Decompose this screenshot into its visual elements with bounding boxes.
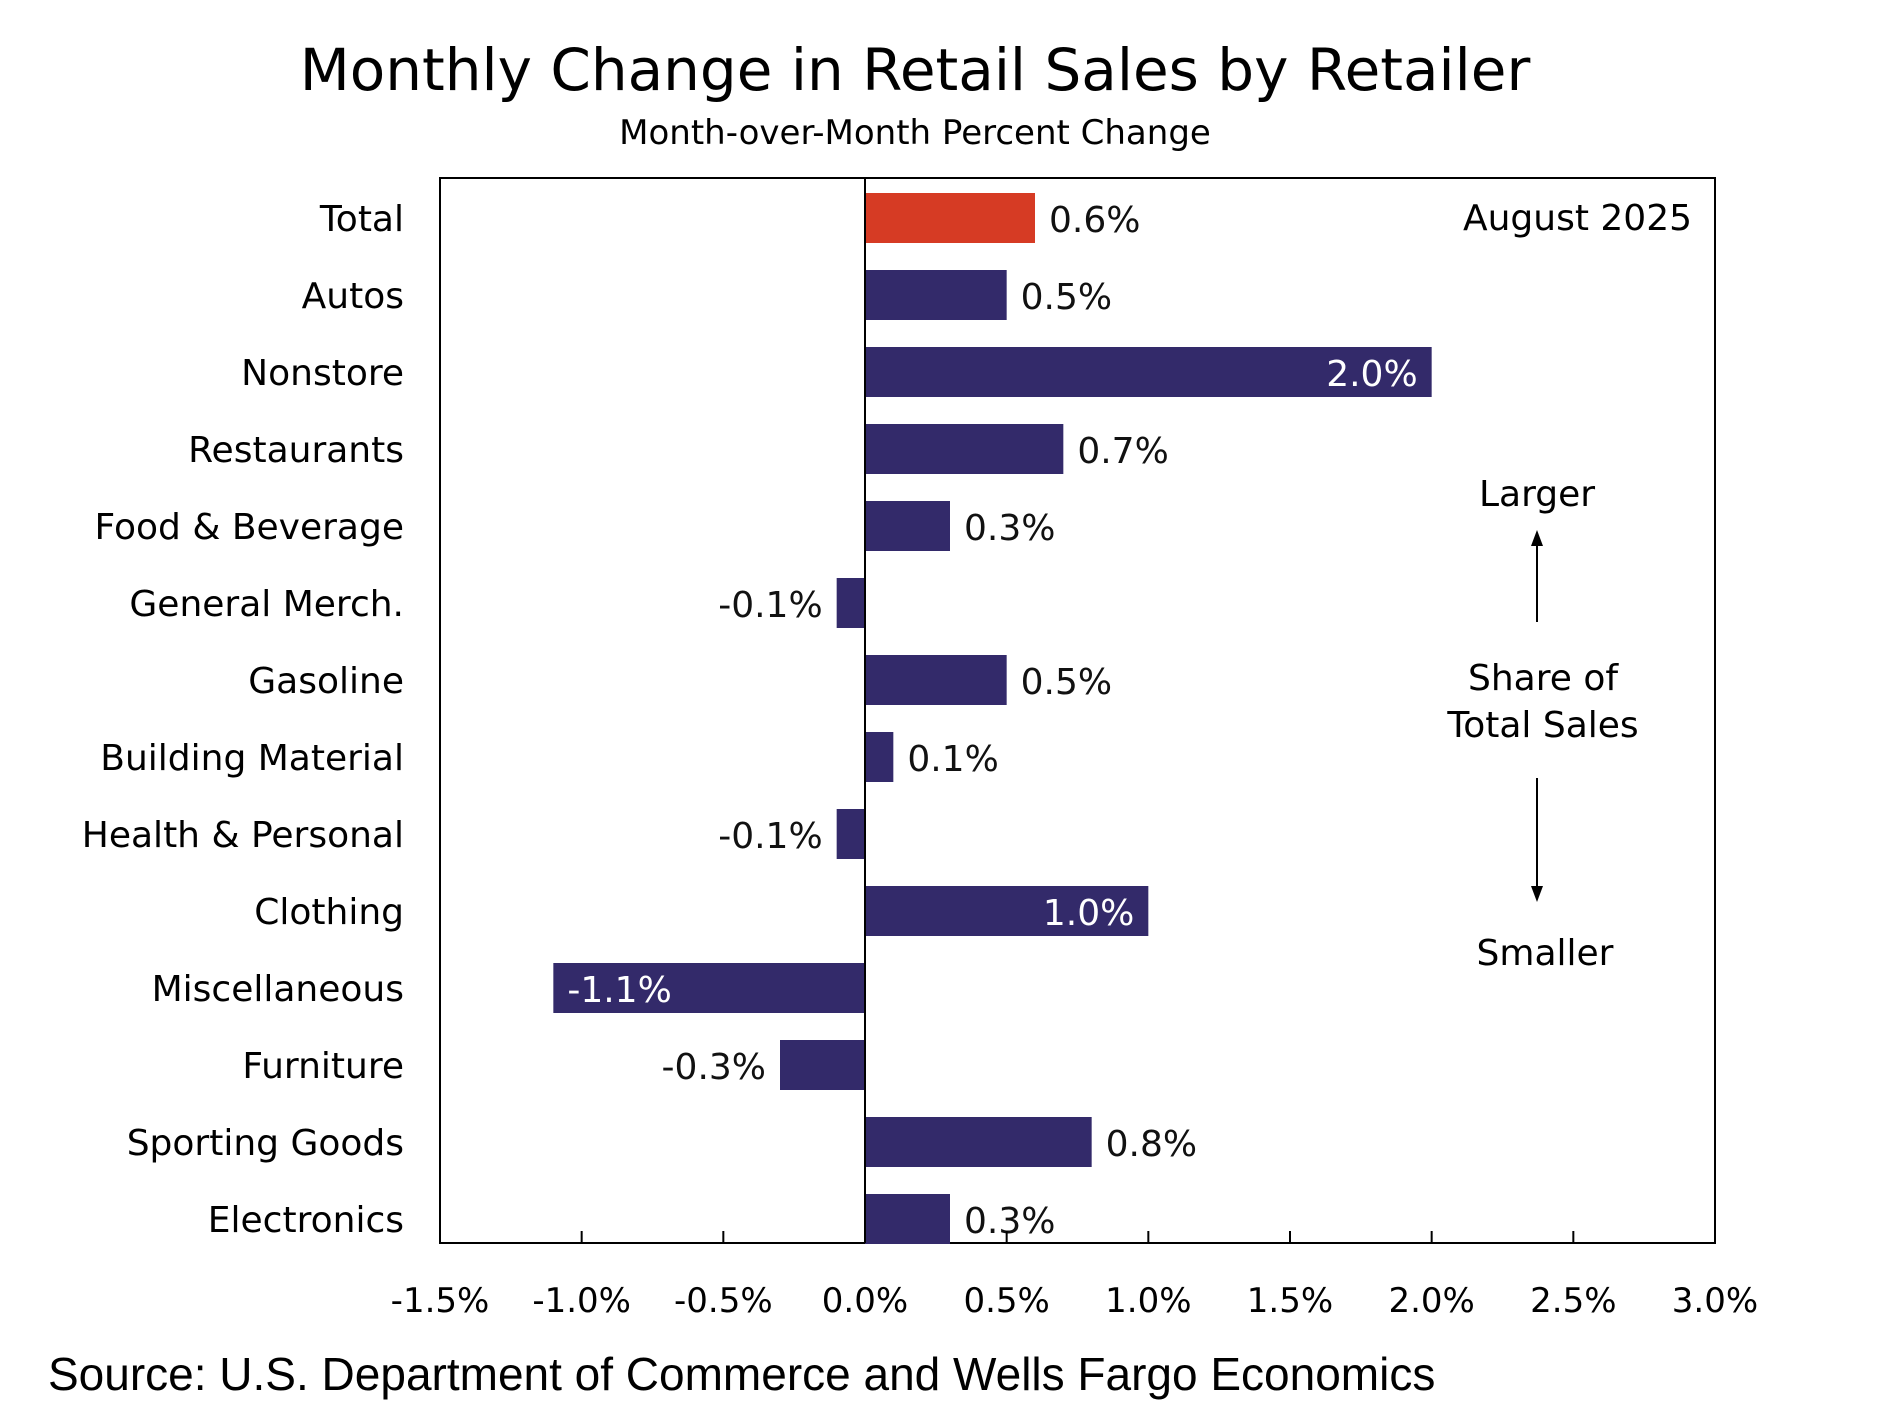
x-tick-label: 3.0% [1672,1281,1758,1321]
value-label-general-merch: -0.1% [718,585,822,626]
category-label-building-material: Building Material [100,738,404,779]
bar-miscellaneous [553,963,865,1013]
value-label-building-material: 0.1% [907,739,998,780]
x-axis: -1.5% -1.0% -0.5% 0.0% 0.5% 1.0% 1.5% 2.0% 2.5% 3… [391,1231,1758,1321]
x-tick-label: -1.5% [391,1281,490,1321]
category-label-gasoline: Gasoline [248,661,404,702]
bar-building-material [865,732,894,782]
labels-layer: Total 0.6% Autos 0.5% Nonstore 2.0% Restaurant… [82,199,1418,1242]
up-arrow-icon [1531,530,1543,622]
value-label-total: 0.6% [1049,200,1140,241]
category-label-food-beverage: Food & Beverage [95,507,404,548]
category-label-health-personal: Health & Personal [82,815,404,856]
x-tick-label: 1.5% [1247,1281,1333,1321]
x-tick-label: 1.0% [1105,1281,1191,1321]
value-label-electronics: 0.3% [964,1201,1055,1242]
x-tick-label: 0.0% [822,1281,908,1321]
smaller-label: Smaller [1477,933,1614,974]
x-tick-label: 0.5% [963,1281,1049,1321]
category-label-total: Total [319,199,404,240]
bar-autos [865,270,1007,320]
category-label-sporting-goods: Sporting Goods [127,1123,404,1164]
bar-gasoline [865,655,1007,705]
value-label-sporting-goods: 0.8% [1106,1124,1197,1165]
x-tick-label: 2.0% [1388,1281,1474,1321]
bar-food-beverage [865,501,950,551]
chart-title: Monthly Change in Retail Sales by Retail… [300,36,1531,104]
category-label-clothing: Clothing [254,892,404,933]
chart-subtitle: Month-over-Month Percent Change [619,113,1211,153]
value-label-clothing: 1.0% [1043,893,1134,934]
category-label-autos: Autos [302,276,404,317]
value-label-nonstore: 2.0% [1326,354,1417,395]
bar-restaurants [865,424,1064,474]
bar-nonstore [865,347,1432,397]
plot-frame [439,177,1716,1244]
value-label-food-beverage: 0.3% [964,508,1055,549]
bar-sporting-goods [865,1117,1092,1167]
x-tick-label: 2.5% [1530,1281,1616,1321]
category-label-miscellaneous: Miscellaneous [152,969,404,1010]
category-label-nonstore: Nonstore [241,353,404,394]
value-label-furniture: -0.3% [662,1047,766,1088]
category-label-restaurants: Restaurants [188,430,404,471]
share-label-line1: Share of [1468,658,1619,699]
bar-electronics [865,1194,950,1244]
bar-furniture [780,1040,865,1090]
value-label-health-personal: -0.1% [718,816,822,857]
x-tick-label: -0.5% [674,1281,773,1321]
value-label-gasoline: 0.5% [1021,662,1112,703]
category-label-electronics: Electronics [208,1200,404,1241]
bar-clothing [865,886,1149,936]
date-annotation: August 2025 [1463,198,1692,239]
bar-health-personal [836,809,865,859]
value-label-autos: 0.5% [1021,277,1112,318]
source-note: Source: U.S. Department of Commerce and … [48,1348,1435,1400]
category-label-general-merch: General Merch. [129,584,404,625]
bar-total [865,193,1035,243]
share-label-line2: Total Sales [1446,705,1638,746]
value-label-restaurants: 0.7% [1077,431,1168,472]
x-tick-label: -1.0% [532,1281,631,1321]
category-label-furniture: Furniture [242,1046,404,1087]
down-arrow-icon [1531,778,1543,902]
bar-general-merch [836,578,865,628]
value-label-miscellaneous: -1.1% [567,970,671,1011]
larger-label: Larger [1479,474,1595,515]
bars-layer [553,193,1432,1244]
